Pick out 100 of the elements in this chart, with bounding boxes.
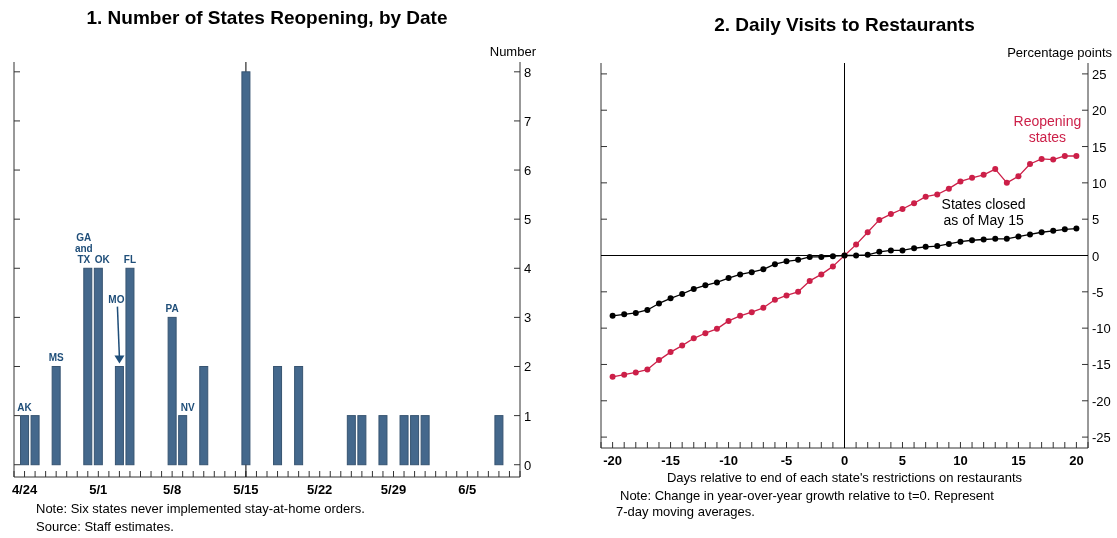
point <box>980 171 987 178</box>
point <box>725 275 732 282</box>
annotation: GA and TX <box>74 232 93 266</box>
point <box>1050 227 1057 234</box>
point <box>829 253 836 260</box>
point <box>899 247 906 254</box>
point <box>609 373 616 380</box>
point <box>655 357 662 364</box>
y-tick-label: 8 <box>524 64 532 80</box>
x-tick-label: -10 <box>719 453 738 468</box>
y-tick-label: 0 <box>1092 248 1100 264</box>
point <box>748 269 755 276</box>
point <box>934 243 941 250</box>
annotation: PA <box>165 303 179 315</box>
point <box>760 304 767 311</box>
point <box>945 185 952 192</box>
point <box>853 252 860 259</box>
y-tick-label: -20 <box>1092 393 1111 409</box>
point <box>876 248 883 255</box>
point <box>725 317 732 324</box>
point <box>911 200 918 207</box>
y-tick-label: 3 <box>524 310 532 326</box>
x-tick-label: -5 <box>780 453 793 468</box>
y-tick-label: -25 <box>1092 430 1111 446</box>
point <box>1050 156 1057 163</box>
point <box>922 193 929 200</box>
x-tick-label: 10 <box>953 453 968 468</box>
x-tick-label: 15 <box>1011 453 1026 468</box>
bar <box>378 415 388 466</box>
bar <box>294 366 304 466</box>
x-tick-label: 5 <box>898 453 907 468</box>
point <box>911 245 918 252</box>
y-tick-label: -10 <box>1092 321 1111 337</box>
text: Note: Change in year-over-year growth relative to t=0. Represent 7-day moving averages. <box>616 488 995 519</box>
y-tick-label: 5 <box>1092 212 1100 228</box>
bar <box>93 267 103 466</box>
x-tick-label: 5/29 <box>380 482 407 497</box>
point <box>1073 152 1080 159</box>
point <box>679 291 686 297</box>
point <box>621 311 628 318</box>
annotation: FL <box>123 254 137 266</box>
point <box>632 309 639 316</box>
y-tick-label: -5 <box>1092 284 1104 300</box>
y-tick-label: 7 <box>524 113 532 129</box>
point <box>1038 229 1045 236</box>
point <box>760 266 767 273</box>
point <box>864 251 871 258</box>
x-tick-label: -20 <box>603 453 622 468</box>
x-tick-label: 5/22 <box>307 482 333 497</box>
point <box>679 342 686 349</box>
y-tick-label: 6 <box>524 163 532 179</box>
y-tick-label: 4 <box>524 261 532 277</box>
point <box>818 253 825 260</box>
point <box>992 166 999 173</box>
point <box>1038 155 1045 162</box>
x-tick-label: 5/1 <box>89 482 108 497</box>
y-tick-label: -15 <box>1092 357 1111 373</box>
bar <box>273 366 283 466</box>
x-tick-label: 5/15 <box>233 482 259 497</box>
point <box>992 235 999 242</box>
point <box>1027 160 1034 167</box>
point <box>1027 231 1034 238</box>
point <box>783 292 790 299</box>
bar <box>241 71 251 466</box>
point <box>1015 173 1022 180</box>
y-tick-label: 1 <box>524 408 532 424</box>
annotation: MS <box>48 352 64 364</box>
point <box>876 216 883 223</box>
x-tick-label: 4/24 <box>11 482 38 497</box>
annotation: NV <box>180 401 195 413</box>
point <box>957 178 964 185</box>
point <box>621 371 628 378</box>
point <box>667 349 674 356</box>
point <box>702 330 709 337</box>
point <box>818 271 825 278</box>
y-axis-title: Number <box>489 44 537 59</box>
point <box>969 174 976 181</box>
x-axis-title: Days relative to end of each state's restrictions on restaurants <box>666 470 1023 485</box>
point <box>795 256 802 263</box>
x-tick-label: -15 <box>661 453 680 468</box>
bar <box>199 366 209 466</box>
point <box>980 236 987 243</box>
point <box>1061 226 1068 233</box>
point <box>783 258 790 265</box>
point <box>795 288 802 295</box>
point <box>632 369 639 376</box>
y-tick-label: 25 <box>1092 66 1107 82</box>
chart-title: 1. Number of States Reopening, by Date <box>86 7 448 28</box>
x-tick-label: 6/5 <box>458 482 477 497</box>
point <box>702 282 709 289</box>
annotation: MO <box>108 293 125 305</box>
y-axis-title: Percentage points <box>1007 45 1113 60</box>
point <box>1015 233 1022 240</box>
x-tick-label: 0 <box>840 453 849 468</box>
series-label: States closed as of May 15 <box>941 195 1026 228</box>
y-tick-label: 5 <box>524 212 532 228</box>
point <box>887 211 894 218</box>
point <box>1061 152 1068 159</box>
point <box>829 263 836 270</box>
point <box>1003 235 1010 242</box>
